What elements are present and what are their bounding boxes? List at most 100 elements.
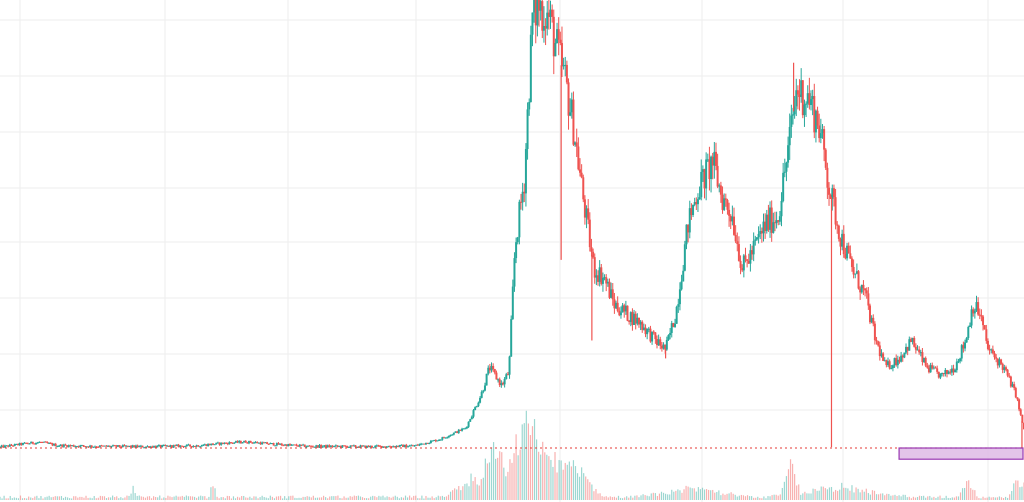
volume-bar <box>122 498 124 500</box>
candle-body <box>536 0 539 26</box>
candle-body <box>572 99 575 145</box>
candle-body <box>56 446 59 448</box>
volume-bar <box>208 496 210 500</box>
candle-body <box>105 445 108 447</box>
volume-bar <box>841 482 843 500</box>
volume-bar <box>775 494 777 500</box>
candle-body <box>629 312 632 322</box>
candle-body <box>456 431 459 433</box>
volume-bar <box>837 490 839 500</box>
candle-body <box>698 197 701 200</box>
candle-body <box>696 199 699 205</box>
candle-body <box>631 312 634 325</box>
candle-body <box>179 445 182 448</box>
volume-bar <box>767 496 769 500</box>
candle-body <box>207 444 210 447</box>
candle-body <box>905 346 908 353</box>
candle-body <box>390 446 393 448</box>
candle-body <box>447 435 450 438</box>
candle-body <box>921 352 924 363</box>
candle-body <box>157 445 160 447</box>
candle-body <box>393 446 396 448</box>
volume-bar <box>339 498 341 500</box>
volume-bar <box>982 496 984 500</box>
volume-bar <box>179 496 181 500</box>
volume-bar <box>1017 480 1019 500</box>
candle-body <box>760 231 763 234</box>
volume-bar <box>904 494 906 500</box>
volume-bar <box>540 454 542 500</box>
volume-bar <box>650 493 652 500</box>
candle-body <box>945 370 948 374</box>
volume-bar <box>710 490 712 500</box>
volume-bar <box>466 483 468 500</box>
volume-bar <box>386 496 388 500</box>
volume-bar <box>282 498 284 500</box>
candle-body <box>542 26 545 31</box>
candle-body <box>84 446 87 448</box>
volume-bar <box>810 493 812 500</box>
candle-body <box>184 446 187 448</box>
volume-bar <box>685 485 687 500</box>
candle-body <box>654 332 657 340</box>
candle-body <box>811 96 814 100</box>
candle-body <box>97 446 100 448</box>
volume-bar <box>548 456 550 500</box>
candle-body <box>655 339 658 346</box>
candle-body <box>949 371 952 373</box>
volume-bar <box>986 497 988 500</box>
candle-body <box>451 434 454 436</box>
candle-body <box>580 172 583 178</box>
volume-bar <box>425 495 427 500</box>
volume-bar <box>959 492 962 500</box>
volume-bar <box>785 476 788 500</box>
candle-body <box>785 162 788 172</box>
volume-bar <box>679 490 681 500</box>
candle-body <box>131 445 134 448</box>
candle-body <box>772 222 775 233</box>
volume-bar <box>1002 498 1005 500</box>
candle-body <box>846 245 849 259</box>
volume-bar <box>206 498 208 500</box>
candle-body <box>159 445 162 448</box>
volume-bar <box>13 497 15 500</box>
candle-body <box>498 379 501 386</box>
candle-body <box>457 429 460 433</box>
volume-bar <box>529 435 532 500</box>
volume-bar <box>925 497 927 500</box>
volume-bar <box>740 494 742 500</box>
volume-bar <box>415 495 417 500</box>
candle-body <box>469 419 472 422</box>
candle-body <box>38 442 41 444</box>
candle-body <box>329 445 332 447</box>
candle-body <box>977 302 980 315</box>
volume-bar <box>288 496 290 500</box>
volume-bar <box>181 495 183 500</box>
candle-body <box>477 402 480 407</box>
volume-bar <box>730 492 732 500</box>
volume-bar <box>642 494 644 500</box>
volume-bar <box>587 479 589 500</box>
volume-bar <box>359 496 362 500</box>
candle-body <box>341 445 344 448</box>
candle-body <box>991 349 994 354</box>
candle-body <box>726 200 729 210</box>
candle-body <box>1019 409 1022 415</box>
candle-body <box>919 352 922 354</box>
volume-bar <box>822 486 824 500</box>
candle-body <box>742 255 745 271</box>
volume-bar <box>413 495 415 500</box>
candle-body <box>446 437 449 439</box>
candle-body <box>233 442 236 444</box>
candle-body <box>328 445 331 447</box>
candle-body <box>551 9 554 17</box>
candle-body <box>624 305 627 312</box>
candle-body <box>61 444 64 447</box>
candle-body <box>747 260 750 264</box>
volume-bar <box>996 497 998 500</box>
volume-bar <box>441 495 443 500</box>
candle-body <box>5 445 8 447</box>
volume-bar <box>44 497 46 500</box>
